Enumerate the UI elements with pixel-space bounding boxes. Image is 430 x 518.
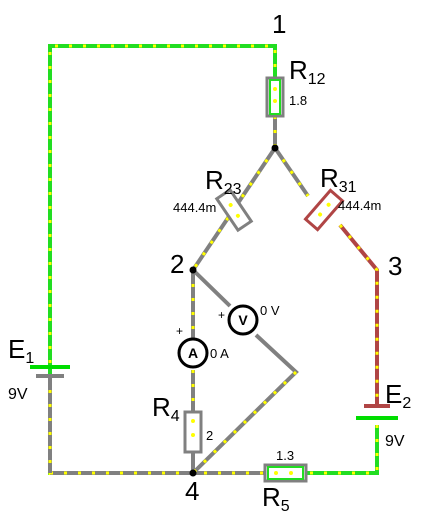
e1-value: 9V	[8, 386, 28, 403]
ammeter-plus-sign: +	[176, 324, 183, 338]
source-e1[interactable]	[30, 365, 70, 378]
resistor-r4[interactable]	[183, 410, 203, 454]
ammeter-reading: 0 A	[210, 346, 229, 361]
r12-value: 1.8	[289, 93, 307, 108]
ammeter-symbol: A	[188, 345, 198, 361]
resistor-r23[interactable]	[214, 187, 254, 233]
wire-voltmeter-branch[interactable]	[191, 268, 299, 475]
voltmeter-symbol: V	[238, 312, 248, 328]
r23-label: R23	[205, 165, 242, 198]
source-e2[interactable]	[356, 404, 398, 420]
r5-label: R5	[262, 482, 290, 515]
r5-value: 1.3	[276, 448, 294, 463]
junction-top	[271, 144, 279, 152]
r31-value: 444.4m	[338, 198, 381, 213]
ammeter[interactable]: A	[177, 337, 209, 369]
node-label-3: 3	[388, 251, 402, 281]
node-label-4: 4	[185, 476, 199, 506]
r4-label: R4	[152, 392, 180, 425]
e2-value: 9V	[385, 433, 405, 450]
resistor-r12[interactable]	[265, 76, 285, 118]
resistor-r5[interactable]	[263, 463, 308, 483]
e2-label: E2	[385, 379, 411, 412]
node-label-1: 1	[272, 9, 286, 39]
node-label-2: 2	[170, 249, 184, 279]
junction-node-2	[189, 266, 197, 274]
r4-value: 2	[206, 428, 213, 443]
resistor-r31[interactable]	[303, 188, 345, 232]
r12-label: R12	[289, 55, 326, 88]
voltmeter-reading: 0 V	[260, 303, 280, 318]
wire-r31-branch[interactable]	[273, 146, 379, 405]
wire-e2-to-r5[interactable]	[306, 425, 379, 475]
wire-top-loop[interactable]	[48, 44, 277, 475]
voltmeter[interactable]: V	[227, 304, 259, 336]
r23-value: 444.4m	[173, 200, 216, 215]
voltmeter-plus-sign: +	[218, 308, 225, 322]
junction-node-4	[189, 469, 197, 477]
r31-label: R31	[320, 163, 357, 196]
e1-label: E1	[8, 334, 34, 367]
